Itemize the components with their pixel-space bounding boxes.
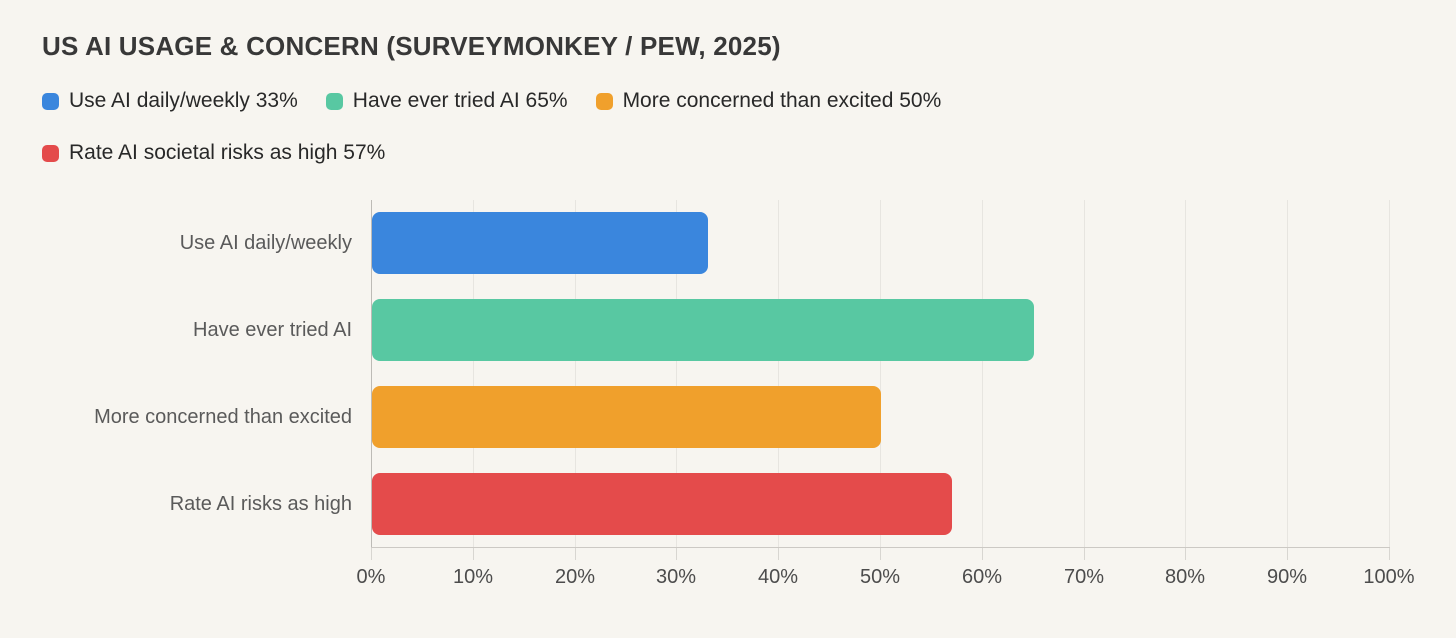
gridline bbox=[880, 200, 881, 547]
legend-label: More concerned than excited 50% bbox=[622, 89, 942, 112]
gridline bbox=[676, 200, 677, 547]
x-axis-tick bbox=[982, 547, 983, 560]
x-tick-label: 60% bbox=[961, 566, 1003, 588]
x-axis-tick bbox=[575, 547, 576, 560]
gridline bbox=[1287, 200, 1288, 547]
gridline bbox=[1185, 200, 1186, 547]
x-tick-label: 80% bbox=[1164, 566, 1206, 588]
bar-use-ai-daily-weekly bbox=[372, 212, 708, 274]
x-tick-label: 30% bbox=[655, 566, 697, 588]
x-axis-tick bbox=[1084, 547, 1085, 560]
red-swatch-icon bbox=[42, 144, 59, 162]
green-swatch-icon bbox=[325, 92, 343, 110]
x-axis-tick bbox=[1185, 547, 1186, 560]
bar-rate-ai-risks-as-high bbox=[372, 473, 952, 535]
blue-swatch-icon bbox=[42, 92, 59, 110]
legend-label: Use AI daily/weekly 33% bbox=[69, 89, 298, 112]
category-label: Have ever tried AI bbox=[193, 319, 352, 341]
x-axis-tick bbox=[1287, 547, 1288, 560]
gridline bbox=[1389, 200, 1390, 547]
category-label: More concerned than excited bbox=[94, 406, 352, 428]
legend-item: Rate AI societal risks as high 57% bbox=[42, 141, 385, 165]
gridline bbox=[982, 200, 983, 547]
y-axis-line bbox=[371, 200, 372, 547]
x-axis-tick bbox=[1389, 547, 1390, 560]
x-axis-tick bbox=[676, 547, 677, 560]
x-tick-label: 20% bbox=[554, 566, 596, 588]
x-tick-label: 50% bbox=[859, 566, 901, 588]
legend-label: Rate AI societal risks as high 57% bbox=[69, 141, 386, 164]
legend-item: More concerned than excited 50% bbox=[595, 89, 942, 113]
chart-title: US AI USAGE & CONCERN (SURVEYMONKEY / PE… bbox=[42, 31, 781, 61]
category-label: Use AI daily/weekly bbox=[179, 232, 352, 254]
x-tick-label: 0% bbox=[356, 566, 386, 588]
x-tick-label: 40% bbox=[757, 566, 799, 588]
x-axis-tick bbox=[371, 547, 372, 560]
legend-row: Use AI daily/weekly 33% Have ever tried A… bbox=[42, 87, 969, 115]
category-label: Rate AI risks as high bbox=[169, 493, 352, 515]
x-axis-tick bbox=[880, 547, 881, 560]
legend: Use AI daily/weekly 33% Have ever tried A… bbox=[42, 87, 969, 191]
orange-swatch-icon bbox=[595, 92, 613, 110]
gridline bbox=[778, 200, 779, 547]
legend-item: Use AI daily/weekly 33% bbox=[42, 89, 298, 113]
legend-label: Have ever tried AI 65% bbox=[352, 89, 568, 112]
legend-row: Rate AI societal risks as high 57% bbox=[42, 139, 969, 167]
x-tick-label: 100% bbox=[1363, 566, 1415, 588]
legend-item: Have ever tried AI 65% bbox=[325, 89, 568, 113]
gridline bbox=[473, 200, 474, 547]
gridline bbox=[575, 200, 576, 547]
x-tick-label: 90% bbox=[1266, 566, 1308, 588]
x-tick-label: 10% bbox=[452, 566, 494, 588]
x-tick-label: 70% bbox=[1063, 566, 1105, 588]
bar-have-ever-tried-ai bbox=[372, 299, 1034, 361]
bar-more-concerned-than-excited bbox=[372, 386, 881, 448]
x-axis-line bbox=[371, 547, 1390, 548]
gridline bbox=[1084, 200, 1085, 547]
x-axis-tick bbox=[473, 547, 474, 560]
x-axis-tick bbox=[778, 547, 779, 560]
